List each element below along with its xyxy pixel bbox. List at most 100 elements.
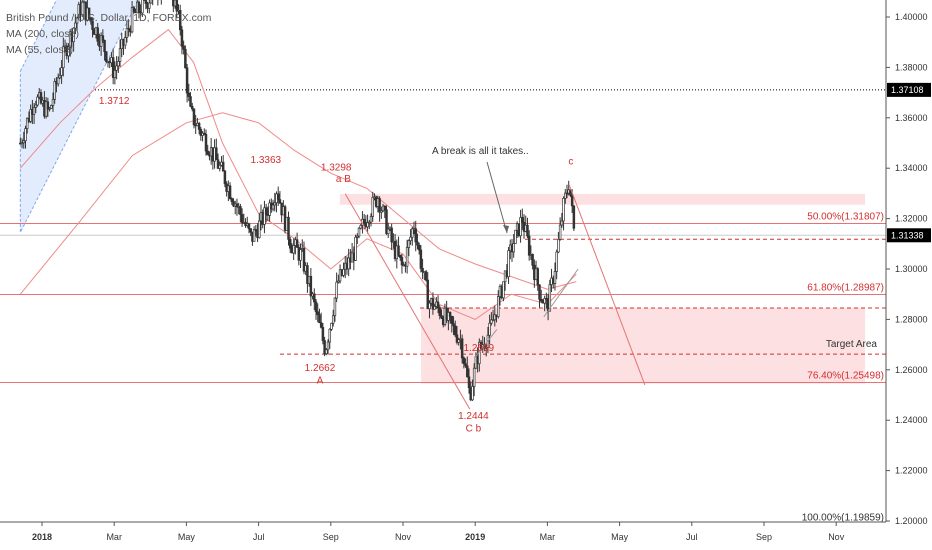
- candle: [405, 239, 409, 274]
- candle-body: [548, 284, 552, 312]
- candles-layer: [19, 0, 576, 402]
- candle: [560, 212, 564, 228]
- candle: [548, 279, 552, 312]
- candle-body: [450, 315, 454, 324]
- candle: [244, 218, 247, 228]
- candle-body: [74, 22, 77, 29]
- candle: [326, 339, 330, 355]
- candle: [271, 199, 275, 212]
- y-tick-label: 1.40000: [895, 12, 928, 22]
- wave-label: A: [317, 376, 324, 387]
- candle-body: [72, 27, 75, 43]
- candle-body: [416, 241, 419, 246]
- candle-body: [182, 45, 185, 50]
- x-tick-label: Mar: [540, 532, 556, 542]
- candle-body: [141, 0, 144, 14]
- candle-body: [149, 0, 153, 4]
- wave-label: 1.3363: [251, 155, 282, 166]
- candle: [553, 262, 557, 291]
- candle: [51, 92, 55, 113]
- candle-body: [103, 39, 106, 53]
- candle-body: [519, 217, 522, 237]
- candle: [319, 312, 323, 329]
- candle: [356, 233, 359, 244]
- candle: [197, 121, 201, 135]
- candle: [369, 213, 373, 227]
- candle: [50, 104, 53, 109]
- candle: [137, 0, 141, 19]
- candle: [514, 229, 517, 244]
- candle-body: [263, 207, 266, 225]
- candle: [62, 37, 65, 77]
- candle-body: [433, 306, 436, 310]
- candle-body: [357, 227, 361, 237]
- x-tick-label: Jul: [253, 532, 265, 542]
- candle-body: [184, 48, 187, 69]
- candle-body: [80, 1, 84, 16]
- candle-body: [359, 225, 362, 229]
- candle-body: [460, 338, 464, 359]
- candle-body: [454, 325, 457, 336]
- candle-body: [48, 107, 51, 110]
- candle: [60, 59, 63, 84]
- candle: [496, 290, 500, 319]
- x-tick-label: 2019: [465, 532, 485, 542]
- candle-body: [115, 65, 118, 71]
- candle-body: [538, 284, 541, 300]
- candle: [157, 0, 159, 6]
- candle: [215, 138, 218, 161]
- candle: [507, 247, 510, 284]
- candle: [160, 0, 162, 5]
- candle: [103, 39, 106, 61]
- candle: [472, 363, 476, 397]
- candle: [258, 213, 261, 239]
- candle-body: [471, 386, 474, 401]
- trendline-1: [568, 184, 646, 386]
- candle-body: [325, 349, 328, 355]
- candle-body: [235, 203, 239, 208]
- candle: [152, 0, 154, 6]
- candle-body: [20, 142, 24, 145]
- candle: [428, 300, 431, 319]
- candle: [526, 217, 529, 239]
- candle-body: [75, 17, 79, 24]
- candle-body: [321, 327, 325, 341]
- labels-layer: A break is all it takes.. 1.3712 1.3363 1.3…: [99, 96, 884, 524]
- candle: [333, 297, 337, 322]
- candle-body: [354, 236, 357, 261]
- candle: [96, 22, 99, 46]
- annotation-text: A break is all it takes..: [432, 146, 529, 157]
- y-tick-label: 1.30000: [895, 264, 928, 274]
- candle: [366, 214, 369, 234]
- candle: [491, 309, 495, 322]
- candle-body: [319, 322, 323, 328]
- wave-label: 1.3712: [99, 96, 130, 107]
- candle: [417, 242, 421, 255]
- candle-body: [185, 67, 189, 94]
- candle: [287, 211, 290, 246]
- candle: [565, 184, 569, 199]
- candle-body: [527, 235, 531, 256]
- candle: [187, 83, 191, 102]
- candle-body: [111, 57, 115, 78]
- candle-body: [175, 0, 179, 12]
- candle-body: [190, 105, 194, 110]
- price-badge-label: 1.37108: [891, 85, 924, 95]
- candle: [572, 205, 576, 232]
- candle: [519, 209, 522, 243]
- candle-body: [419, 249, 423, 269]
- candle: [184, 45, 187, 69]
- candle-body: [564, 192, 567, 199]
- wave-label: 1.2662: [305, 363, 336, 374]
- candle: [325, 348, 328, 356]
- x-tick-label: Nov: [828, 532, 845, 542]
- candle: [278, 191, 282, 204]
- candle-body: [36, 96, 39, 106]
- candle-body: [130, 7, 134, 33]
- candle-body: [295, 239, 299, 248]
- candle-body: [369, 216, 373, 223]
- candle-body: [22, 140, 26, 144]
- candle-body: [557, 239, 560, 253]
